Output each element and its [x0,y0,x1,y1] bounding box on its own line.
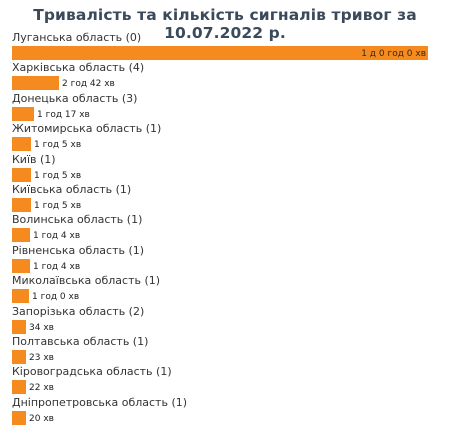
row-label: Луганська область (0) [12,31,142,44]
row-label: Полтавська область (1) [12,335,149,348]
bar [12,350,26,364]
row-label: Донецька область (3) [12,91,138,105]
row-label: Київська область (1) [12,183,132,196]
bar-value-label: 22 хв [29,383,54,394]
chart-title: Тривалість та кількість сигналів тривог … [33,6,417,42]
bar-value-label: 1 год 5 хв [34,170,82,181]
bar-value-label: 1 год 5 хв [34,140,82,151]
row-label: Волинська область (1) [12,213,143,227]
row-label: Кіровоградська область (1) [12,365,172,379]
bar [12,319,26,334]
bar [12,258,30,273]
bar [12,228,30,243]
bar-value-label: 20 хв [29,413,54,424]
bar [12,167,31,182]
bar-value-label: 1 год 17 хв [37,109,90,120]
bar-value-label: 1 год 5 хв [34,201,82,211]
row-label: Рівненська область (1) [12,243,145,257]
bar-value-label: 1 год 4 хв [33,231,81,242]
bar [12,289,29,304]
row-label: Миколаївська область (1) [12,274,161,288]
bar-value-label: 1 год 0 хв [32,292,80,303]
bar-value-label: 1 год 4 хв [33,261,81,272]
row-label: Запорізька область (2) [12,304,145,318]
bar [12,380,26,395]
bar [12,76,59,91]
bar-value-label: 34 хв [29,322,54,333]
row-label: Житомирська область (1) [12,122,162,136]
bar-value-label: 2 год 42 хв [62,79,115,90]
bar-value-label: 1 д 0 год 0 хв [361,49,426,59]
bar-value-label: 23 хв [29,353,54,363]
bar [12,137,31,152]
bar [12,410,26,425]
bar [12,106,34,121]
row-label: Харківська область (4) [12,61,145,75]
bar [12,46,428,60]
row-label: Київ (1) [12,152,56,166]
row-label: Дніпропетровська область (1) [12,395,188,409]
bar [12,198,31,212]
